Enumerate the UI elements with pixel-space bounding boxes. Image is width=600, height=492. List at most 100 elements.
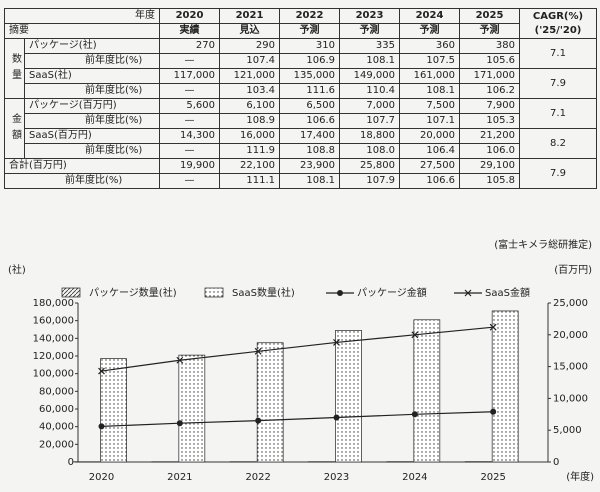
corner-bottom: 摘要 xyxy=(4,23,160,39)
y-tick-label: 60,000 xyxy=(39,404,74,415)
legend-label: SaaS数量(社) xyxy=(232,286,295,299)
year-header: 2023 xyxy=(339,8,400,24)
marker xyxy=(176,420,183,427)
yoy-cell: 107.9 xyxy=(339,173,400,189)
yoy-cell: 105.6 xyxy=(459,53,520,69)
group-label: 金額 xyxy=(4,98,25,159)
yoy-cell: — xyxy=(159,53,220,69)
y2-tick-label: 20,000 xyxy=(553,330,588,341)
legend-marker xyxy=(464,289,472,297)
row-label: SaaS(社) xyxy=(24,68,160,84)
yoy-cell: 105.8 xyxy=(459,173,520,189)
value-cell: 360 xyxy=(399,38,460,54)
value-cell: 335 xyxy=(339,38,400,54)
value-cell: 7,000 xyxy=(339,98,400,114)
yoy-cell: 108.9 xyxy=(219,113,280,129)
value-cell: 18,800 xyxy=(339,128,400,144)
marker xyxy=(490,408,497,415)
yoy-cell: 111.1 xyxy=(219,173,280,189)
legend-label: SaaS金額 xyxy=(485,286,530,299)
cagr-cell: 7.1 xyxy=(519,98,597,129)
y2-tick-label: 0 xyxy=(553,457,559,468)
bar xyxy=(491,310,519,463)
y2-tick-label: 25,000 xyxy=(553,298,588,309)
cagr-cell: 7.9 xyxy=(519,158,597,189)
value-cell: 29,100 xyxy=(459,158,520,174)
y-unit: (社) xyxy=(8,263,26,276)
value-cell: 21,200 xyxy=(459,128,520,144)
value-cell: 117,000 xyxy=(159,68,220,84)
table-row: SaaS(社) 117,000 121,000 135,000 149,000 161,0… xyxy=(5,68,597,99)
yoy-cell: 108.1 xyxy=(399,83,460,99)
status-header: 予測 xyxy=(459,23,520,39)
y-tick-label: 80,000 xyxy=(39,386,74,397)
value-cell: 310 xyxy=(279,38,340,54)
value-cell: 380 xyxy=(459,38,520,54)
y2-unit: (百万円) xyxy=(554,264,592,276)
legend-marker xyxy=(337,290,343,296)
value-cell: 135,000 xyxy=(279,68,340,84)
data-table: 年度 2020 2021 2022 2023 2024 2025 CAGR(%) ('25/'2… xyxy=(4,8,597,189)
marker xyxy=(489,323,497,331)
table-row: 数量 パッケージ(社) 270 290 310 335 360 380 7.1 xyxy=(4,38,597,99)
row-label: パッケージ(百万円) xyxy=(24,98,160,114)
x-tick-label: 2023 xyxy=(324,472,349,483)
x-tick-label: 2022 xyxy=(245,472,270,483)
value-cell: 19,900 xyxy=(159,158,220,174)
yoy-cell: 106.2 xyxy=(459,83,520,99)
year-header: 2024 xyxy=(399,8,460,24)
yoy-cell: 107.7 xyxy=(339,113,400,129)
table-row: 前年度比(%) —111.1 108.1 107.9 106.6 105.8 xyxy=(4,173,597,189)
y2-tick-label: 10,000 xyxy=(553,393,588,404)
y-tick-label: 120,000 xyxy=(33,351,74,362)
yoy-cell: 106.6 xyxy=(279,113,340,129)
value-cell: 171,000 xyxy=(459,68,520,84)
table-row: 前年度比(%) —111.9 108.8 108.0 106.4 106.0 xyxy=(5,143,597,159)
status-header: 予測 xyxy=(339,23,400,39)
yoy-cell: 106.9 xyxy=(279,53,340,69)
y-tick-label: 160,000 xyxy=(33,316,74,327)
value-cell: 149,000 xyxy=(339,68,400,84)
marker xyxy=(98,423,105,430)
marker xyxy=(98,367,105,375)
yoy-cell: 108.0 xyxy=(339,143,400,159)
cagr-header-line: CAGR(%) xyxy=(532,10,584,22)
table-row: 年度 2020 2021 2022 2023 2024 2025 CAGR(%) ('25/'2… xyxy=(4,8,597,39)
row-label: SaaS(百万円) xyxy=(24,128,160,144)
status-header: 予測 xyxy=(279,23,340,39)
marker xyxy=(411,411,418,418)
cagr-cell: 8.2 xyxy=(519,128,597,159)
yoy-cell: — xyxy=(159,173,220,189)
yoy-cell: — xyxy=(159,143,220,159)
row-label: 前年度比(%) xyxy=(24,113,160,129)
yoy-cell: — xyxy=(159,113,220,129)
yoy-cell: 111.6 xyxy=(279,83,340,99)
row-label: 前年度比(%) xyxy=(24,143,160,159)
line xyxy=(101,411,494,427)
bar xyxy=(256,342,284,463)
value-cell: 17,400 xyxy=(279,128,340,144)
y-tick-label: 20,000 xyxy=(39,439,74,450)
yoy-cell: — xyxy=(159,83,220,99)
cagr-cell: 7.1 xyxy=(519,38,597,69)
value-cell: 27,500 xyxy=(399,158,460,174)
value-cell: 25,800 xyxy=(339,158,400,174)
x-tick-label: 2024 xyxy=(402,472,427,483)
row-label: 合計(百万円) xyxy=(4,158,160,174)
bar xyxy=(413,319,441,463)
value-cell: 16,000 xyxy=(219,128,280,144)
table-row: SaaS(百万円) 14,300 16,000 17,400 18,800 20,000 2… xyxy=(5,128,597,159)
chart: (社) (百万円) (年度) 0 20,000 40,000 60,000 80,000 100… xyxy=(8,263,594,483)
x-tick-label: 2021 xyxy=(167,472,192,483)
status-header: 予測 xyxy=(399,23,460,39)
row-label: パッケージ(社) xyxy=(24,38,160,54)
marker xyxy=(333,339,340,346)
yoy-cell: 105.3 xyxy=(459,113,520,129)
table-row: 金額 パッケージ(百万円) 5,600 6,100 6,500 7,000 7,500 7,9… xyxy=(4,98,597,159)
row-label: 前年度比(%) xyxy=(4,173,160,189)
yoy-cell: 106.6 xyxy=(399,173,460,189)
value-cell: 161,000 xyxy=(399,68,460,84)
legend-label: パッケージ数量(社) xyxy=(89,286,177,299)
marker xyxy=(254,347,262,355)
y-tick-label: 40,000 xyxy=(39,422,74,433)
